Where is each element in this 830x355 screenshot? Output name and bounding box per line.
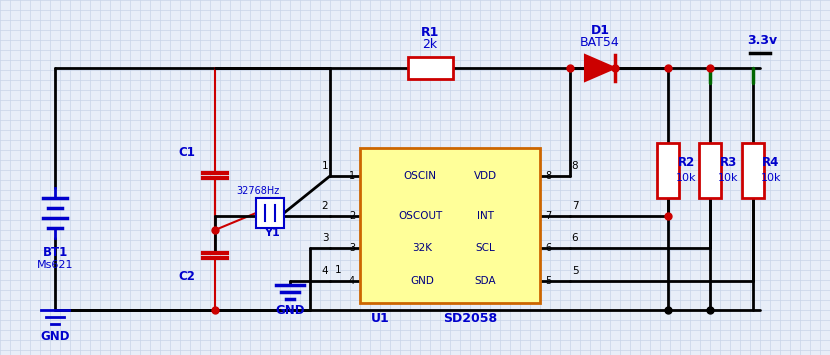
Text: 4: 4	[349, 276, 355, 286]
Text: 7: 7	[544, 211, 551, 221]
Text: 3: 3	[349, 243, 355, 253]
Text: GND: GND	[276, 305, 305, 317]
Text: INT: INT	[476, 211, 494, 221]
Bar	[657, 142, 679, 197]
Text: Y1: Y1	[264, 228, 280, 238]
Text: 2: 2	[349, 211, 355, 221]
Text: Ms621: Ms621	[37, 260, 73, 270]
Text: 32768Hz: 32768Hz	[237, 186, 280, 196]
Text: R2: R2	[677, 155, 695, 169]
Text: SD2058: SD2058	[443, 311, 497, 324]
Text: BAT54: BAT54	[580, 36, 620, 49]
Text: 32K: 32K	[412, 243, 432, 253]
Text: R4: R4	[762, 155, 779, 169]
Text: 4: 4	[322, 266, 329, 276]
Text: 6: 6	[545, 243, 551, 253]
Text: D1: D1	[590, 23, 609, 37]
Bar	[408, 57, 452, 79]
Text: 10k: 10k	[676, 173, 696, 183]
Polygon shape	[585, 55, 615, 81]
Text: R1: R1	[421, 27, 439, 39]
Text: 3: 3	[322, 233, 329, 243]
Text: 10k: 10k	[761, 173, 781, 183]
Text: 6: 6	[572, 233, 579, 243]
Text: 1: 1	[322, 161, 329, 171]
Text: SDA: SDA	[474, 276, 496, 286]
Text: GND: GND	[40, 329, 70, 343]
Text: 2k: 2k	[422, 38, 437, 51]
Text: C2: C2	[178, 271, 195, 284]
Text: 8: 8	[572, 161, 579, 171]
Text: GND: GND	[410, 276, 434, 286]
Text: C1: C1	[178, 147, 195, 159]
Text: 10k: 10k	[718, 173, 738, 183]
Bar	[360, 148, 540, 303]
Text: 1: 1	[349, 171, 355, 181]
Text: 2: 2	[322, 201, 329, 211]
Text: U1: U1	[371, 311, 389, 324]
Text: 7: 7	[572, 201, 579, 211]
Bar	[256, 198, 284, 228]
Text: 8: 8	[545, 171, 551, 181]
Text: OSCOUT: OSCOUT	[398, 211, 442, 221]
Text: 5: 5	[544, 276, 551, 286]
Text: R3: R3	[720, 155, 737, 169]
Text: SCL: SCL	[475, 243, 495, 253]
Bar	[699, 142, 721, 197]
Text: 3.3v: 3.3v	[747, 33, 777, 47]
Text: VDD: VDD	[473, 171, 496, 181]
Text: BT1: BT1	[42, 246, 67, 258]
Bar	[742, 142, 764, 197]
Text: 5: 5	[572, 266, 579, 276]
Text: OSCIN: OSCIN	[403, 171, 437, 181]
Text: 1: 1	[334, 265, 341, 275]
